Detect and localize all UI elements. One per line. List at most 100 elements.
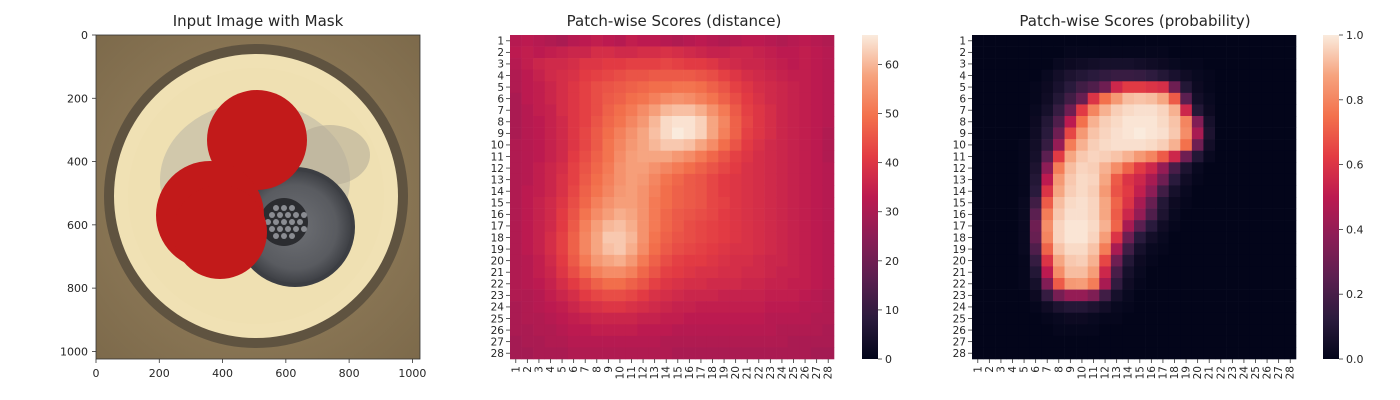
heatmap-cell <box>718 81 731 94</box>
heatmap-cell <box>729 58 742 71</box>
heatmap-cell <box>1226 81 1239 94</box>
heatmap-cell <box>1226 208 1239 221</box>
mask-blob-top <box>207 90 307 190</box>
heatmap-cell <box>637 35 650 47</box>
heatmap-cell <box>579 127 592 140</box>
heatmap-cell <box>533 220 546 233</box>
heatmap-x-tick-label: 7 <box>1042 366 1054 373</box>
heatmap-cell <box>1203 301 1216 314</box>
heatmap-cell <box>995 35 1008 47</box>
heatmap-cell <box>510 220 522 233</box>
heatmap-cell <box>1272 243 1285 256</box>
heatmap-cell <box>995 127 1008 140</box>
heatmap-cell <box>602 266 615 279</box>
heatmap-cell <box>510 46 522 59</box>
heatmap-cell <box>672 69 684 82</box>
heatmap-cell <box>776 162 789 175</box>
heatmap-cell <box>544 231 557 244</box>
heatmap-cell <box>787 116 800 128</box>
heatmap-x-tick-label: 2 <box>522 366 534 373</box>
heatmap-cell <box>776 81 789 94</box>
heatmap-cell <box>1272 35 1285 47</box>
heatmap-cell <box>764 46 777 59</box>
heatmap-cell <box>1157 185 1170 198</box>
heatmap-cell <box>556 35 569 47</box>
heatmap-cell <box>1122 58 1135 71</box>
heatmap-cell <box>625 312 638 325</box>
heatmap-cell <box>753 243 765 256</box>
heatmap-cell <box>695 254 708 267</box>
heatmap-cell <box>1064 150 1077 163</box>
colorbar-tick-label: 0.4 <box>1346 223 1364 236</box>
heatmap-cell <box>995 324 1008 337</box>
heatmap-y-tick-label: 15 <box>491 198 504 210</box>
heatmap-x-tick-label: 14 <box>661 366 673 380</box>
heatmap-cell <box>1168 243 1181 256</box>
heatmap-cell <box>822 220 835 233</box>
heatmap-cell <box>1076 127 1089 140</box>
heatmap-cell <box>660 104 673 117</box>
heatmap-cell <box>1041 243 1054 256</box>
heatmap-cell <box>1180 185 1193 198</box>
heatmap-cell <box>1191 197 1204 209</box>
heatmap-y-tick-label: 18 <box>491 232 504 244</box>
heatmap-cell <box>718 266 731 279</box>
colorbar-tick-label: 10 <box>885 304 899 317</box>
heatmap-cell <box>510 231 522 244</box>
heatmap-cell <box>1272 185 1285 198</box>
heatmap-cell <box>1272 278 1285 290</box>
heatmap-cell <box>787 208 800 221</box>
heatmap-cell <box>1134 173 1146 186</box>
heatmap-cell <box>1122 185 1135 198</box>
heatmap-cell <box>995 46 1008 59</box>
heatmap-cell <box>799 231 812 244</box>
colorbar-tick-label: 50 <box>885 108 899 121</box>
heatmap-cell <box>787 266 800 279</box>
heatmap-x-tick-label: 2 <box>984 366 996 373</box>
heatmap-cell <box>660 312 673 325</box>
heatmap-cell <box>983 289 996 302</box>
heatmap-cell <box>1168 92 1181 105</box>
heatmap-cell <box>1099 231 1112 244</box>
heatmap-cell <box>1041 127 1054 140</box>
heatmap-cell <box>1018 185 1031 198</box>
heatmap-cell <box>1272 173 1285 186</box>
crystal-dot <box>265 219 271 225</box>
heatmap-cell <box>983 139 996 152</box>
heatmap-cell <box>1191 150 1204 163</box>
heatmap-cell <box>579 335 592 348</box>
heatmap-cell <box>753 162 765 175</box>
heatmap-cell <box>706 335 719 348</box>
heatmap-cell <box>799 116 812 128</box>
heatmap-cell <box>972 220 984 233</box>
heatmap-cell <box>602 301 615 314</box>
heatmap-cell <box>995 301 1008 314</box>
heatmap-cell <box>1064 243 1077 256</box>
input-image-panel: Input Image with Mask 0 200 400 600 800 1000 … <box>60 12 426 380</box>
heatmap-cell <box>706 220 719 233</box>
heatmap-cell <box>1272 324 1285 337</box>
heatmap-cell <box>1272 197 1285 209</box>
heatmap-cell <box>602 116 615 128</box>
heatmap-cell <box>579 266 592 279</box>
heatmap-cell <box>695 220 708 233</box>
heatmap-cell <box>591 162 603 175</box>
heatmap-cell <box>1157 312 1170 325</box>
heatmap-cell <box>1261 312 1274 325</box>
heatmap-cell <box>591 208 603 221</box>
heatmap-cell <box>776 312 789 325</box>
heatmap-cell <box>1018 104 1031 117</box>
heatmap-cell <box>660 81 673 94</box>
heatmap-cell <box>753 220 765 233</box>
heatmap-cell <box>556 278 569 290</box>
heatmap-cell <box>556 231 569 244</box>
heatmap-cell <box>648 81 661 94</box>
heatmap-cell <box>1191 278 1204 290</box>
heatmap-cell <box>614 208 627 221</box>
heatmap-cell <box>1215 162 1227 175</box>
heatmap-cell <box>648 243 661 256</box>
heatmap-cell <box>1203 197 1216 209</box>
heatmap-cell <box>1053 81 1065 94</box>
heatmap-cell <box>1238 231 1251 244</box>
